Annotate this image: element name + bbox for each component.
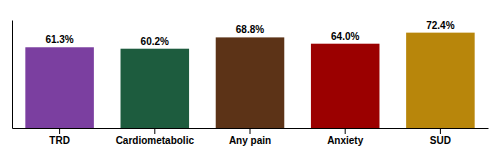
data-label: 64.0% xyxy=(331,31,359,42)
bar xyxy=(406,33,475,128)
tick-label: Any pain xyxy=(229,135,271,146)
tick-label: Cardiometabolic xyxy=(116,135,195,146)
bar xyxy=(311,44,380,128)
data-labels: 61.3% 60.2% 68.8% 64.0% 72.4% xyxy=(45,20,454,47)
tick: TRD xyxy=(49,128,70,146)
tick: Anxiety xyxy=(327,128,364,146)
data-label: 68.8% xyxy=(236,24,264,35)
data-label: 72.4% xyxy=(426,20,454,31)
data-label: 61.3% xyxy=(45,34,73,45)
tick-mark xyxy=(59,128,60,134)
tick: Cardiometabolic xyxy=(116,128,195,146)
tick-mark xyxy=(440,128,441,134)
tick-label: SUD xyxy=(430,135,451,146)
y-axis-line xyxy=(12,21,13,129)
bars xyxy=(25,33,474,128)
plot: TRD Cardiometabolic Any pain Anxiety SUD 61.3… xyxy=(13,20,489,146)
tick: Any pain xyxy=(229,128,271,146)
bar xyxy=(121,49,190,128)
tick-label: TRD xyxy=(49,135,70,146)
y-axis xyxy=(12,21,13,129)
tick-label: Anxiety xyxy=(327,135,364,146)
bar xyxy=(25,47,94,128)
x-axis: TRD Cardiometabolic Any pain Anxiety SUD xyxy=(13,128,489,146)
bar xyxy=(216,37,285,128)
tick-mark xyxy=(250,128,251,134)
tick: SUD xyxy=(430,128,451,146)
tick-mark xyxy=(345,128,346,134)
data-label: 60.2% xyxy=(141,36,169,47)
chart: TRD Cardiometabolic Any pain Anxiety SUD 61.3… xyxy=(0,0,500,152)
tick-mark xyxy=(154,128,155,134)
